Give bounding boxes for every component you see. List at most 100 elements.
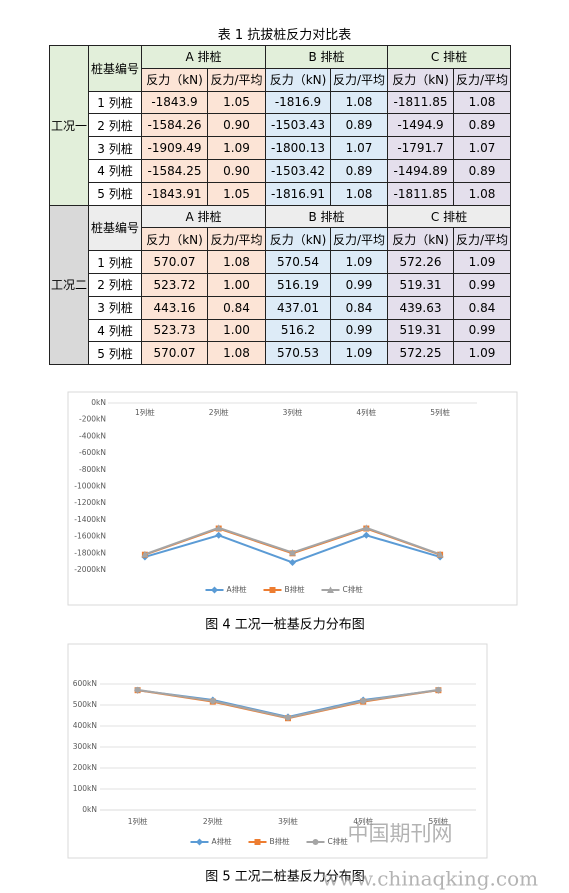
data-point xyxy=(141,550,149,558)
cell: 437.01 xyxy=(265,295,331,320)
cell: 516.2 xyxy=(265,318,331,343)
cell: -1791.7 xyxy=(387,136,454,160)
table-row: 工况一 桩基编号 A 排桩 B 排桩 C 排桩 xyxy=(49,45,511,206)
column-header: 反力（kN) xyxy=(141,227,208,252)
legend-label: B排桩 xyxy=(285,584,306,594)
x-tick-label: 3列桩 xyxy=(283,407,303,417)
cell: 0.84 xyxy=(330,295,388,320)
legend-marker xyxy=(312,839,319,845)
cell: 1.08 xyxy=(207,250,266,274)
cell: 1.07 xyxy=(330,136,388,160)
cell: 516.19 xyxy=(265,272,331,297)
cell: 1.09 xyxy=(330,341,388,366)
group-header: C 排桩 xyxy=(387,45,511,69)
x-tick-label: 4列桩 xyxy=(356,407,376,417)
cell: 523.73 xyxy=(141,318,208,343)
y-tick-label: 600kN xyxy=(73,679,97,688)
table-row: 反力（kN) 反力/平均 反力（kN) 反力/平均 反力（kN) 反力/平均 xyxy=(50,67,511,92)
y-tick-label: -2000kN xyxy=(74,565,106,574)
cell: 1.05 xyxy=(207,181,266,206)
data-point xyxy=(289,549,296,556)
cell: -1503.43 xyxy=(265,113,331,138)
cell: 0.89 xyxy=(453,158,511,183)
cell: -1800.13 xyxy=(265,136,331,160)
x-tick-label: 5列桩 xyxy=(430,407,450,417)
legend-marker xyxy=(269,587,276,593)
y-tick-label: -400kN xyxy=(79,431,106,440)
chart-frame xyxy=(67,391,518,606)
cell: 0.84 xyxy=(453,295,511,320)
cell: 0.99 xyxy=(330,272,388,297)
y-tick-label: -1000kN xyxy=(74,482,106,491)
figure-caption: 图 4 工况一桩基反力分布图 xyxy=(205,618,365,633)
y-tick-label: 300kN xyxy=(73,742,97,751)
cell: 0.99 xyxy=(453,318,511,343)
cell: -1843.91 xyxy=(141,181,208,206)
watermark-logo: 中国期刊网 xyxy=(348,822,453,846)
cell: -1811.85 xyxy=(387,90,454,115)
cell: 519.31 xyxy=(387,318,454,343)
y-tick-label: 0kN xyxy=(82,805,97,814)
cell: -1494.89 xyxy=(387,158,454,183)
legend-label: B排桩 xyxy=(270,836,291,846)
cell: 570.53 xyxy=(265,341,331,366)
cell: 1.08 xyxy=(207,341,266,366)
column-header: 反力（kN) xyxy=(141,67,208,92)
cell: 1.09 xyxy=(207,136,266,160)
x-tick-label: 1列桩 xyxy=(135,407,155,417)
column-header: 反力/平均 xyxy=(453,227,511,252)
legend-label: A排桩 xyxy=(212,836,233,846)
cell: 1.00 xyxy=(207,272,266,297)
row-label: 2 列桩 xyxy=(88,113,142,138)
watermark-url: www.chinaqking.com xyxy=(322,867,538,891)
y-tick-label: -1200kN xyxy=(74,498,106,507)
cell: 570.07 xyxy=(141,250,208,274)
cell: -1909.49 xyxy=(141,136,208,160)
y-tick-label: 200kN xyxy=(73,763,97,772)
condition-cell: 工况二 xyxy=(49,204,89,366)
cell: -1843.9 xyxy=(141,90,208,115)
column-header: 反力/平均 xyxy=(207,227,266,252)
figure-caption: 图 5 工况二桩基反力分布图 xyxy=(205,870,365,885)
cell: -1811.85 xyxy=(387,181,454,206)
data-point xyxy=(215,524,223,531)
cell: -1816.91 xyxy=(265,181,331,206)
cell: 439.63 xyxy=(387,295,454,320)
group-header: C 排桩 xyxy=(387,204,511,229)
table-row: 4 列桩 523.73 1.00 516.2 0.99 519.31 0.99 xyxy=(50,318,511,343)
cell: 443.16 xyxy=(141,295,208,320)
group-header: B 排桩 xyxy=(265,204,388,229)
group-header: A 排桩 xyxy=(141,204,266,229)
legend-label: A排桩 xyxy=(227,584,248,594)
cell: 0.90 xyxy=(207,113,266,138)
table-row: 1 列桩 -1843.9 1.05 -1816.9 1.08 -1811.85 1.08 xyxy=(50,90,511,115)
row-label: 3 列桩 xyxy=(88,136,142,160)
row-label: 2 列桩 xyxy=(88,272,142,297)
legend-marker xyxy=(254,839,261,845)
group-header: B 排桩 xyxy=(265,45,388,69)
pile-no-header: 桩基编号 xyxy=(88,204,142,252)
table-row: 反力（kN) 反力/平均 反力（kN) 反力/平均 反力（kN) 反力/平均 xyxy=(50,227,511,252)
cell: 1.00 xyxy=(207,318,266,343)
column-header: 反力/平均 xyxy=(330,227,388,252)
column-header: 反力（kN) xyxy=(265,227,331,252)
chart-frame xyxy=(67,643,488,859)
pile-no-header: 桩基编号 xyxy=(88,45,142,92)
data-point xyxy=(362,524,370,531)
cell: -1494.9 xyxy=(387,113,454,138)
table: 工况一 桩基编号 A 排桩 B 排桩 C 排桩 反力（kN) 反力/平均 反力（kN) 反力/平… xyxy=(49,45,511,366)
row-label: 1 列桩 xyxy=(88,250,142,274)
cell: 570.54 xyxy=(265,250,331,274)
legend-marker xyxy=(196,838,203,846)
cell: 0.99 xyxy=(330,318,388,343)
cell: 0.99 xyxy=(453,272,511,297)
cell: 1.09 xyxy=(453,250,511,274)
y-tick-label: 0kN xyxy=(91,398,106,407)
x-tick-label: 2列桩 xyxy=(203,816,223,826)
row-label: 5 列桩 xyxy=(88,341,142,366)
cell: 1.09 xyxy=(453,341,511,366)
cell: 1.08 xyxy=(453,90,511,115)
data-point xyxy=(360,697,367,704)
legend-label: C排桩 xyxy=(328,836,349,846)
